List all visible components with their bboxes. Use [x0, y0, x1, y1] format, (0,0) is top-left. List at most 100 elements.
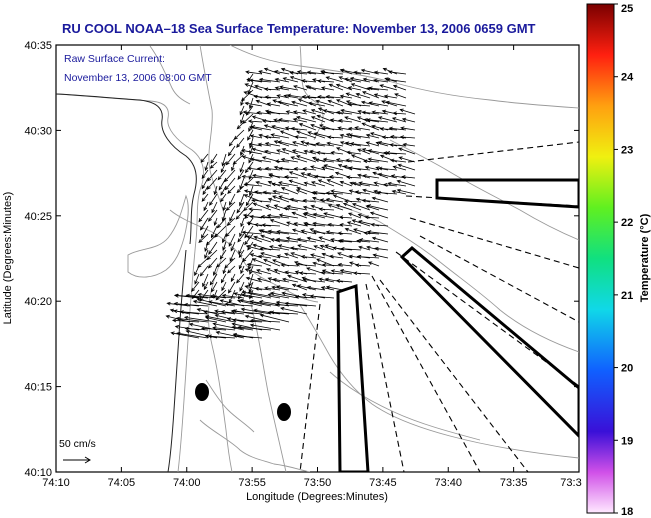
current-vector	[276, 285, 299, 291]
current-vector	[280, 187, 299, 195]
current-vector	[246, 235, 263, 243]
current-vector	[277, 100, 299, 107]
current-vector	[251, 258, 272, 267]
current-vector	[276, 229, 299, 235]
current-vector	[237, 325, 272, 331]
current-vector	[344, 141, 362, 147]
current-vector	[278, 213, 299, 219]
current-vector	[241, 174, 263, 179]
current-vector	[325, 76, 344, 83]
current-vector	[325, 230, 344, 235]
colorbar-tick-label: 24	[621, 72, 634, 84]
current-vector	[267, 293, 290, 299]
x-tick-label: 73:3	[560, 477, 581, 489]
current-vector	[207, 169, 218, 182]
current-vector	[296, 237, 317, 243]
current-vector	[266, 110, 290, 115]
current-vector	[369, 211, 389, 219]
current-vector	[201, 169, 209, 180]
current-vector	[318, 207, 335, 212]
current-vector	[248, 207, 263, 212]
island-1	[195, 383, 209, 401]
current-vector	[271, 125, 290, 131]
current-vector	[387, 181, 407, 187]
current-vector	[264, 142, 281, 147]
current-vector	[317, 79, 335, 83]
current-vector	[230, 309, 263, 315]
current-vector	[207, 300, 236, 307]
current-vector	[305, 95, 326, 99]
current-vector	[254, 190, 272, 195]
current-vector	[224, 302, 254, 307]
current-vector	[350, 154, 371, 163]
x-tick-label: 73:55	[238, 477, 266, 489]
current-vector	[273, 140, 290, 147]
current-vector	[277, 181, 299, 187]
current-vector	[311, 156, 326, 163]
current-vector	[316, 150, 335, 155]
current-vector	[264, 166, 281, 171]
current-vector	[244, 268, 263, 275]
current-vector	[243, 189, 263, 195]
current-vector	[209, 294, 236, 299]
current-vector	[325, 94, 344, 99]
current-vector	[358, 181, 380, 187]
y-axis-ticks: 40:35 40:30 40:25 40:20 40:15 40:10	[24, 40, 579, 479]
current-vector	[302, 109, 317, 115]
current-vector	[365, 133, 380, 139]
current-vector	[254, 286, 272, 291]
current-vector	[307, 101, 326, 107]
current-vector	[274, 77, 290, 83]
current-vector	[256, 269, 272, 275]
current-vector	[374, 246, 389, 251]
current-vector	[396, 188, 416, 195]
current-vector	[318, 277, 335, 283]
current-vector	[276, 254, 290, 259]
current-vector	[297, 244, 317, 251]
current-vector	[312, 212, 335, 219]
current-vector	[288, 171, 308, 179]
current-vector	[248, 153, 254, 164]
current-vector	[391, 117, 407, 123]
current-vector	[274, 302, 299, 307]
current-vector	[220, 273, 227, 284]
current-vector	[335, 147, 353, 155]
current-vector	[241, 290, 272, 299]
current-vector	[258, 77, 281, 83]
current-vector	[244, 101, 263, 107]
current-vector	[191, 281, 200, 293]
current-vector	[371, 236, 389, 243]
current-vector	[272, 278, 290, 283]
current-vector	[392, 165, 407, 171]
current-vector	[218, 177, 227, 191]
current-vector	[251, 147, 272, 155]
legend-line-2: November 13, 2006 08:00 GMT	[64, 72, 212, 84]
current-vector	[342, 202, 362, 211]
current-vector	[328, 83, 344, 91]
current-vector	[337, 231, 353, 236]
current-vector	[398, 156, 416, 163]
current-vector	[371, 110, 389, 115]
colorbar-tick-label: 18	[621, 506, 633, 518]
current-vector	[376, 190, 398, 195]
current-vector	[266, 102, 281, 107]
current-vector	[173, 293, 209, 299]
current-vector	[241, 230, 263, 235]
current-vector	[245, 276, 263, 283]
current-vector	[251, 198, 272, 203]
current-vector	[304, 222, 326, 227]
current-vector	[372, 253, 389, 259]
current-vector	[249, 323, 281, 331]
current-vector	[290, 126, 308, 131]
current-vector	[209, 193, 218, 206]
current-vector	[300, 254, 317, 259]
current-vector	[377, 116, 398, 123]
current-vector	[347, 212, 362, 219]
current-vector	[240, 265, 245, 275]
current-vector	[256, 110, 272, 115]
current-vector	[248, 185, 254, 197]
current-vector	[310, 116, 326, 123]
current-vector	[339, 94, 353, 99]
colorbar-ticks: 25 24 23 22 21 20 19 18	[614, 3, 634, 518]
